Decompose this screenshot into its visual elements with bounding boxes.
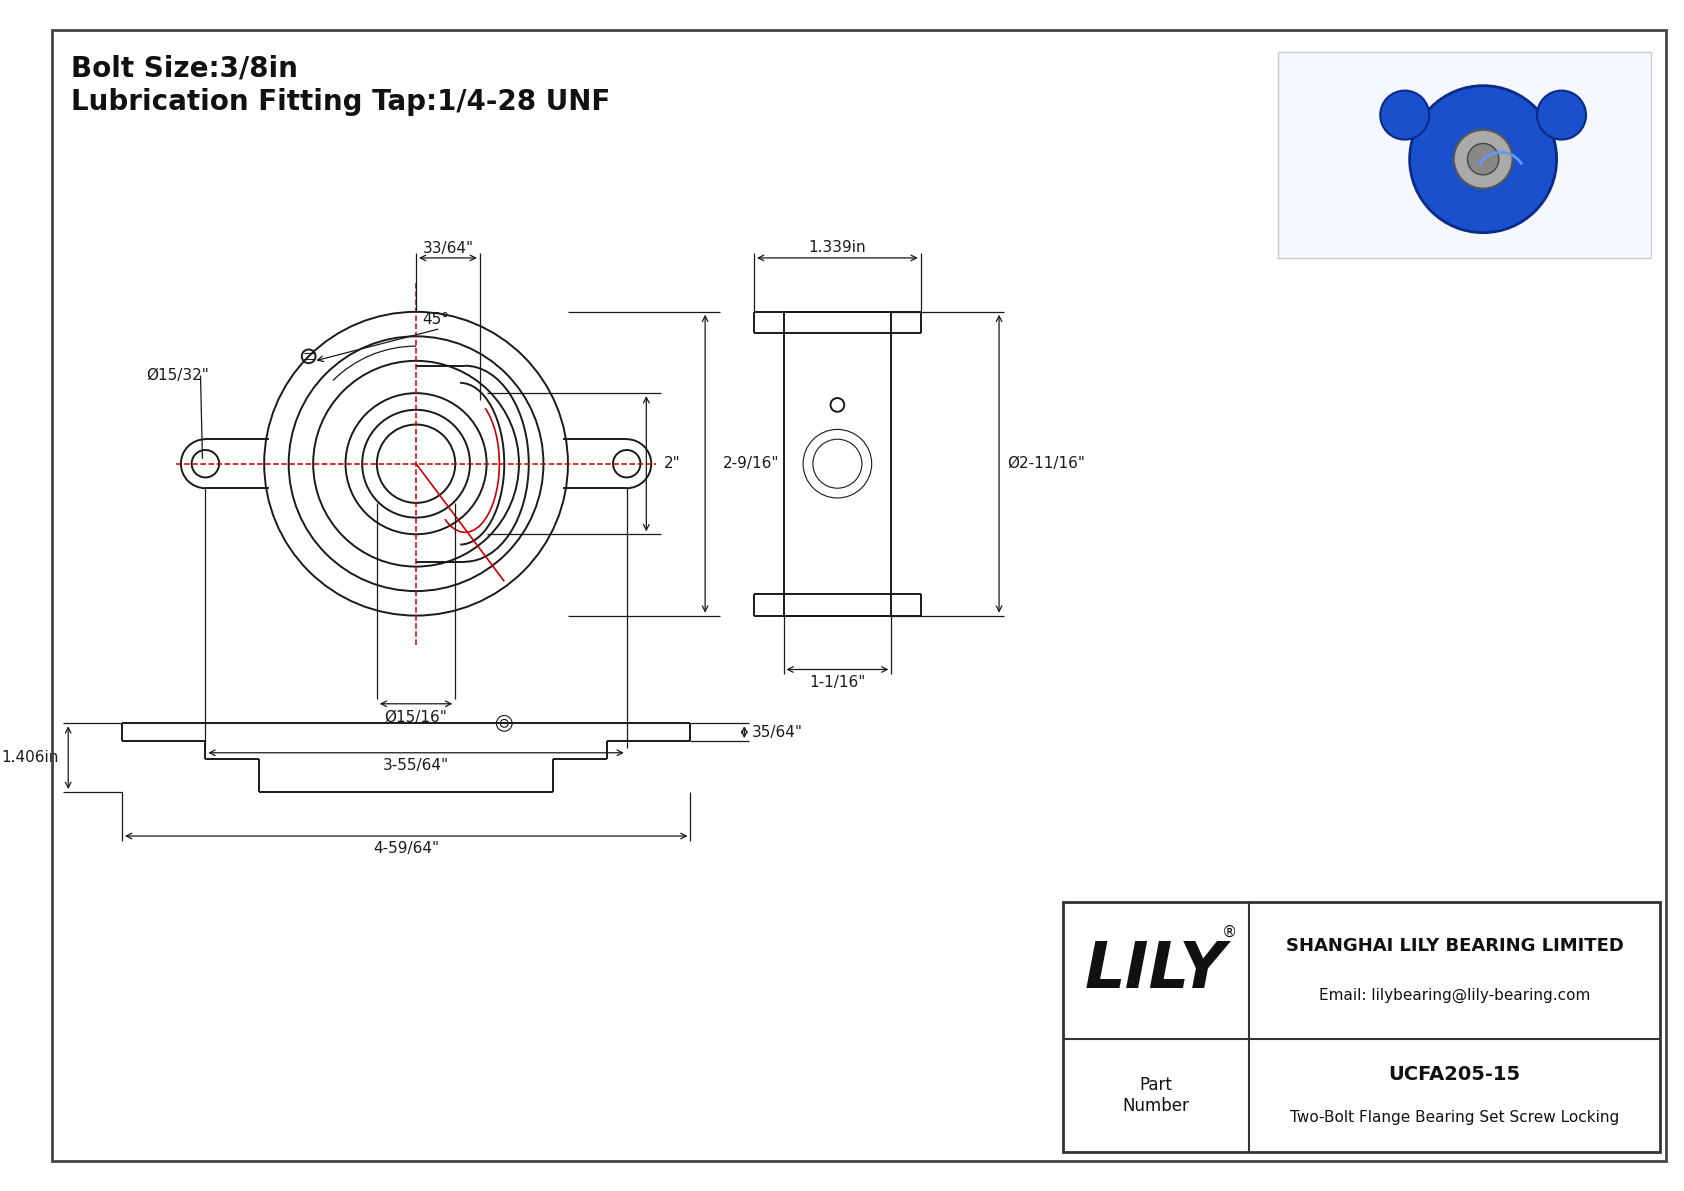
Text: 3-55/64": 3-55/64" bbox=[382, 757, 450, 773]
Text: 2": 2" bbox=[663, 456, 680, 472]
Text: Ø15/16": Ø15/16" bbox=[384, 710, 448, 725]
Bar bbox=[1063, 902, 1660, 1152]
Text: 1.339in: 1.339in bbox=[808, 239, 866, 255]
Text: Part
Number: Part Number bbox=[1123, 1075, 1189, 1115]
Circle shape bbox=[1467, 143, 1499, 175]
Text: Lubrication Fitting Tap:1/4-28 UNF: Lubrication Fitting Tap:1/4-28 UNF bbox=[71, 88, 610, 117]
Text: 1-1/16": 1-1/16" bbox=[810, 675, 866, 690]
Bar bbox=[1278, 52, 1650, 258]
Text: 33/64": 33/64" bbox=[423, 241, 473, 256]
Circle shape bbox=[1453, 130, 1512, 188]
Text: Ø2-11/16": Ø2-11/16" bbox=[1007, 456, 1084, 472]
Text: Email: lilybearing@lily-bearing.com: Email: lilybearing@lily-bearing.com bbox=[1319, 987, 1590, 1003]
Text: Bolt Size:3/8in: Bolt Size:3/8in bbox=[71, 54, 298, 82]
Circle shape bbox=[1381, 91, 1430, 139]
Text: 4-59/64": 4-59/64" bbox=[374, 841, 440, 856]
Text: Ø15/32": Ø15/32" bbox=[147, 368, 209, 384]
Text: 1.406in: 1.406in bbox=[2, 750, 59, 765]
Text: SHANGHAI LILY BEARING LIMITED: SHANGHAI LILY BEARING LIMITED bbox=[1287, 936, 1623, 955]
Text: 2-9/16": 2-9/16" bbox=[722, 456, 780, 472]
Text: UCFA205-15: UCFA205-15 bbox=[1389, 1066, 1521, 1085]
Circle shape bbox=[1410, 86, 1556, 232]
Text: 35/64": 35/64" bbox=[753, 724, 803, 740]
Text: LILY: LILY bbox=[1084, 940, 1226, 1002]
Circle shape bbox=[1537, 91, 1586, 139]
Text: ®: ® bbox=[1221, 924, 1238, 940]
Text: Two-Bolt Flange Bearing Set Screw Locking: Two-Bolt Flange Bearing Set Screw Lockin… bbox=[1290, 1110, 1620, 1125]
Text: 45°: 45° bbox=[423, 312, 450, 326]
